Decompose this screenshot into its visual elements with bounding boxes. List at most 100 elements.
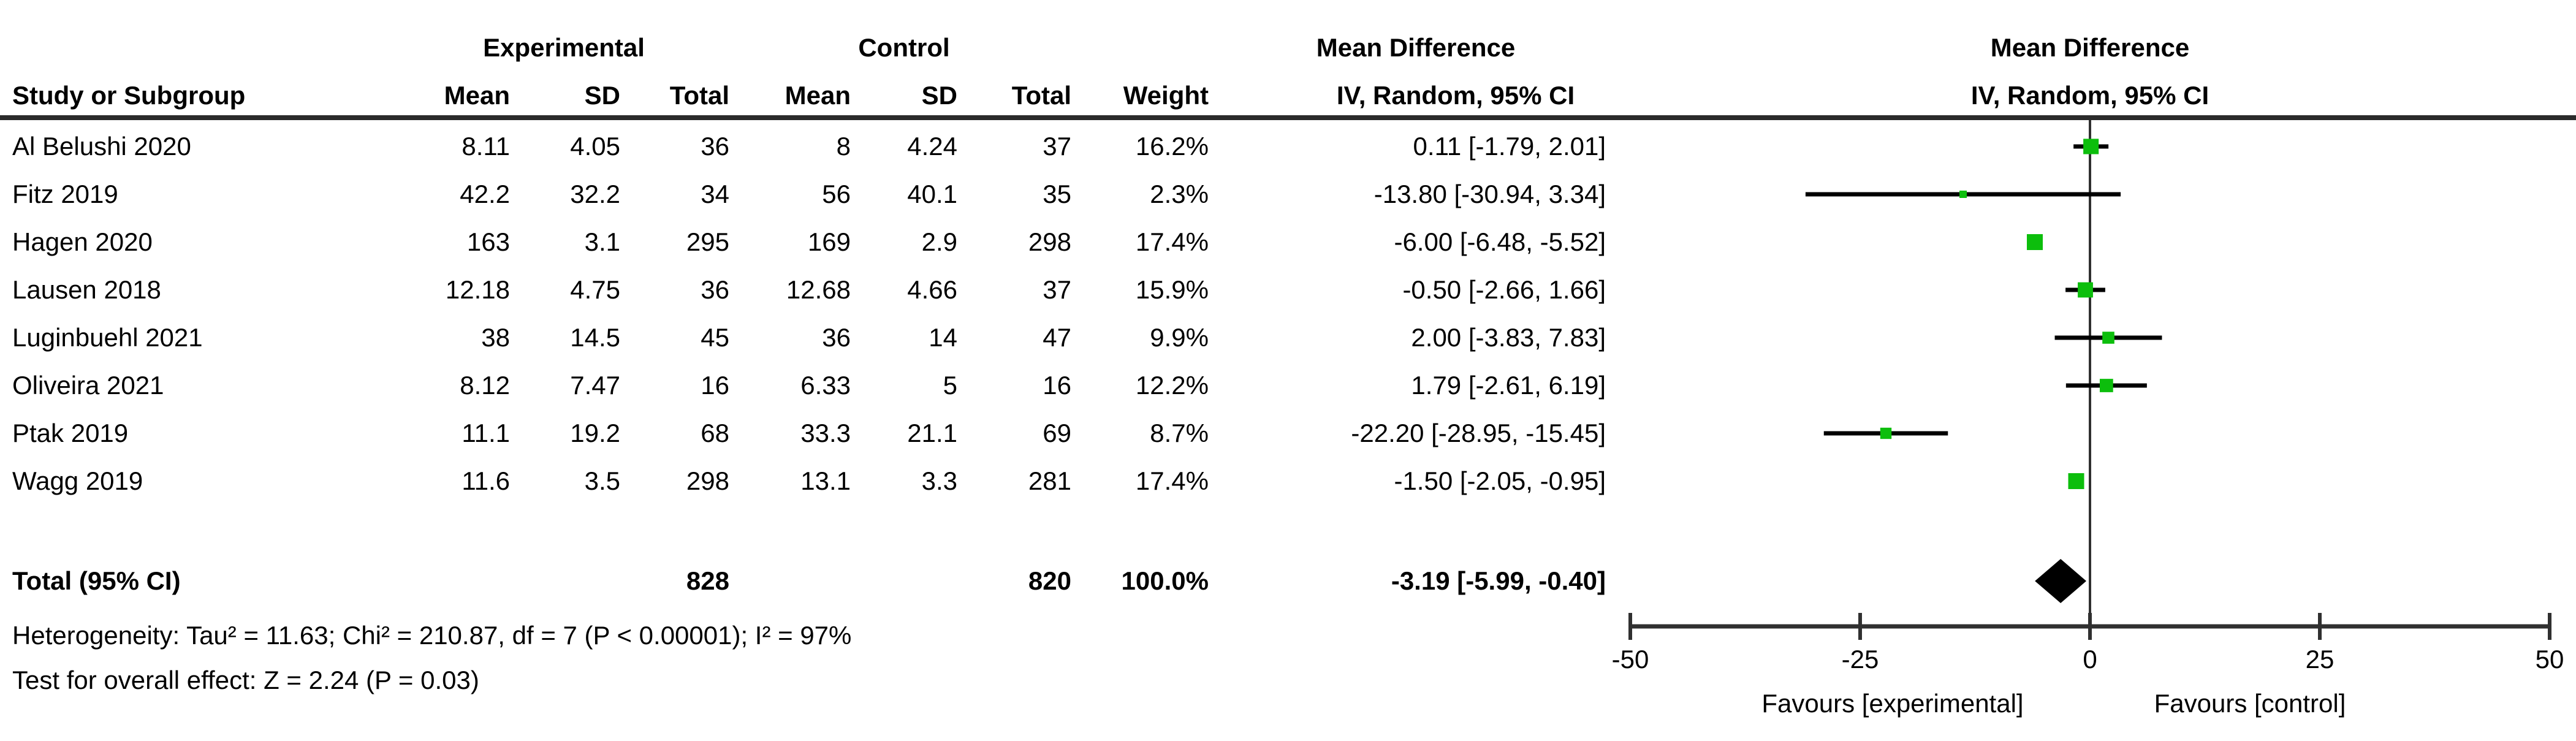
plot-subtitle: IV, Random, 95% CI xyxy=(1970,81,2209,110)
effect-marker xyxy=(1880,427,1892,439)
ci-text-cell: -22.20 [-28.95, -15.45] xyxy=(1351,419,1606,447)
exp-sd-cell: 3.1 xyxy=(584,227,620,256)
total-label: Total (95% CI) xyxy=(12,566,181,595)
exp-mean-cell: 42.2 xyxy=(460,180,510,208)
favours-control-label: Favours [control] xyxy=(2154,689,2346,718)
ctrl-mean-cell: 12.68 xyxy=(786,275,851,304)
ctrl-mean-cell: 33.3 xyxy=(800,419,851,447)
ctrl-mean-header: Mean xyxy=(785,81,851,110)
study-name: Ptak 2019 xyxy=(12,419,129,447)
exp-sd-header: SD xyxy=(584,81,620,110)
axis-tick-label: 25 xyxy=(2305,645,2335,674)
ctrl-mean-cell: 36 xyxy=(822,323,851,352)
exp-mean-cell: 8.12 xyxy=(460,371,510,400)
ctrl-sd-cell: 2.9 xyxy=(921,227,957,256)
header-rule xyxy=(0,115,2576,120)
study-column-header: Study or Subgroup xyxy=(12,81,246,110)
study-name: Al Belushi 2020 xyxy=(12,132,191,161)
effect-marker xyxy=(2078,282,2093,298)
ctrl-total-cell: 37 xyxy=(1043,275,1071,304)
ci-text-cell: 2.00 [-3.83, 7.83] xyxy=(1411,323,1606,352)
ci-text-cell: -6.00 [-6.48, -5.52] xyxy=(1394,227,1606,256)
weight-cell: 12.2% xyxy=(1135,371,1209,400)
study-name: Lausen 2018 xyxy=(12,275,161,304)
ctrl-total-cell: 37 xyxy=(1043,132,1071,161)
weight-cell: 2.3% xyxy=(1150,180,1209,208)
total-diamond xyxy=(2035,559,2086,603)
weight-cell: 9.9% xyxy=(1150,323,1209,352)
ci-text-cell: -0.50 [-2.66, 1.66] xyxy=(1402,275,1606,304)
plot-title: Mean Difference xyxy=(1990,33,2190,62)
ctrl-sd-cell: 4.66 xyxy=(907,275,957,304)
exp-total-cell: 36 xyxy=(701,132,729,161)
exp-sd-cell: 7.47 xyxy=(570,371,620,400)
heterogeneity-text: Heterogeneity: Tau² = 11.63; Chi² = 210.… xyxy=(12,621,852,650)
ctrl-mean-cell: 56 xyxy=(822,180,851,208)
weight-cell: 17.4% xyxy=(1135,466,1209,495)
exp-mean-cell: 11.1 xyxy=(462,419,510,447)
exp-sd-cell: 3.5 xyxy=(584,466,620,495)
ci-text-cell: 1.79 [-2.61, 6.19] xyxy=(1411,371,1606,400)
weight-cell: 8.7% xyxy=(1150,419,1209,447)
ctrl-sd-cell: 5 xyxy=(943,371,957,400)
exp-total-cell: 295 xyxy=(686,227,729,256)
exp-sd-cell: 19.2 xyxy=(570,419,620,447)
ctrl-total-cell: 298 xyxy=(1028,227,1071,256)
exp-total-cell: 298 xyxy=(686,466,729,495)
ci-text-cell: -1.50 [-2.05, -0.95] xyxy=(1394,466,1606,495)
ctrl-total-cell: 35 xyxy=(1043,180,1071,208)
total-exp-total: 828 xyxy=(686,566,729,595)
total-ci-text: -3.19 [-5.99, -0.40] xyxy=(1391,566,1606,595)
axis-tick-label: -50 xyxy=(1611,645,1649,674)
ci-text-cell: -13.80 [-30.94, 3.34] xyxy=(1373,180,1606,208)
ctrl-sd-cell: 3.3 xyxy=(921,466,957,495)
weight-cell: 15.9% xyxy=(1135,275,1209,304)
exp-mean-cell: 38 xyxy=(481,323,510,352)
effect-marker xyxy=(2102,332,2114,344)
exp-total-cell: 36 xyxy=(701,275,729,304)
total-weight: 100.0% xyxy=(1121,566,1209,595)
exp-total-cell: 16 xyxy=(701,371,729,400)
axis-tick-label: -25 xyxy=(1841,645,1879,674)
ctrl-total-cell: 69 xyxy=(1043,419,1071,447)
study-name: Luginbuehl 2021 xyxy=(12,323,203,352)
md-column-title: Mean Difference xyxy=(1316,33,1516,62)
study-name: Wagg 2019 xyxy=(12,466,143,495)
ctrl-mean-cell: 8 xyxy=(836,132,851,161)
ctrl-total-cell: 47 xyxy=(1043,323,1071,352)
effect-marker xyxy=(2099,379,2113,392)
favours-experimental-label: Favours [experimental] xyxy=(1761,689,2024,718)
exp-mean-cell: 11.6 xyxy=(462,466,510,495)
group-header-experimental: Experimental xyxy=(483,33,645,62)
exp-sd-cell: 14.5 xyxy=(570,323,620,352)
group-header-control: Control xyxy=(858,33,950,62)
effect-marker xyxy=(2083,139,2099,154)
ctrl-sd-cell: 21.1 xyxy=(907,419,957,447)
exp-mean-cell: 12.18 xyxy=(445,275,510,304)
ctrl-mean-cell: 6.33 xyxy=(800,371,851,400)
ctrl-sd-header: SD xyxy=(921,81,957,110)
ctrl-sd-cell: 14 xyxy=(929,323,957,352)
ctrl-sd-cell: 40.1 xyxy=(907,180,957,208)
ctrl-total-cell: 16 xyxy=(1043,371,1071,400)
ctrl-total-header: Total xyxy=(1011,81,1071,110)
ctrl-total-cell: 281 xyxy=(1028,466,1071,495)
md-column-subtitle: IV, Random, 95% CI xyxy=(1336,81,1575,110)
ctrl-mean-cell: 13.1 xyxy=(800,466,851,495)
overall-effect-text: Test for overall effect: Z = 2.24 (P = 0… xyxy=(12,666,479,694)
exp-sd-cell: 4.75 xyxy=(570,275,620,304)
weight-header: Weight xyxy=(1123,81,1209,110)
ctrl-sd-cell: 4.24 xyxy=(907,132,957,161)
weight-cell: 17.4% xyxy=(1135,227,1209,256)
exp-total-cell: 34 xyxy=(701,180,729,208)
exp-mean-cell: 8.11 xyxy=(462,132,510,161)
exp-sd-cell: 32.2 xyxy=(570,180,620,208)
exp-mean-cell: 163 xyxy=(466,227,510,256)
effect-marker xyxy=(1959,191,1967,198)
axis-tick-label: 0 xyxy=(2083,645,2097,674)
ci-text-cell: 0.11 [-1.79, 2.01] xyxy=(1413,132,1606,161)
ctrl-mean-cell: 169 xyxy=(807,227,851,256)
effect-marker xyxy=(2068,473,2084,489)
